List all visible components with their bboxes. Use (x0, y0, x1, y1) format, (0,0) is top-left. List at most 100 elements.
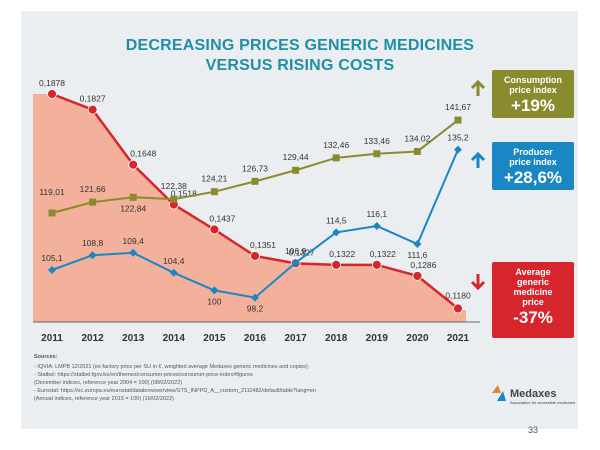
medaxes-logo-tagline: Association for accessible medicines (510, 400, 575, 405)
consumption-index-point (48, 209, 56, 217)
arrow-down-icon (470, 274, 486, 291)
x-tick-label: 2012 (81, 333, 104, 344)
generic-price-point (128, 159, 139, 170)
generic-price-label: 0,1437 (209, 214, 235, 224)
consumption-index-point (170, 195, 178, 203)
generic-price-label: 0,1518 (171, 189, 197, 199)
sources-heading: Sources: (34, 354, 58, 360)
producer-index-label: 100 (207, 296, 221, 306)
medaxes-logo-icon (492, 385, 501, 393)
consumption-index-label: 126,73 (242, 163, 268, 173)
consumption-index-label: 133,46 (364, 136, 390, 146)
producer-index-label: 109,4 (123, 236, 145, 246)
consumption-callout-title: price index (509, 85, 557, 95)
consumption-index-label: 132,46 (323, 140, 349, 150)
producer-index-point (372, 222, 381, 230)
medaxes-logo-name: Medaxes (510, 388, 556, 400)
generic-price-point (47, 89, 57, 99)
consumption-index-point (373, 150, 381, 158)
generic-price-point (412, 271, 423, 281)
x-tick-label: 2011 (41, 333, 63, 344)
generic-price-label: 0,1327 (289, 247, 315, 257)
generic-price-label: 0,1322 (370, 249, 396, 259)
generic-price-point (209, 224, 220, 235)
x-tick-label: 2015 (203, 333, 226, 344)
generic-price-label: 0,1180 (445, 290, 471, 300)
producer-index-point (88, 251, 97, 260)
consumption-index-point (413, 147, 421, 155)
arrow-up-icon (470, 79, 486, 96)
producer-index-point (332, 228, 341, 237)
producer-index-point (129, 248, 138, 257)
generic-callout-title: generic (517, 277, 549, 287)
generic-price-label: 0,1827 (80, 94, 106, 104)
page-number: 33 (528, 425, 539, 435)
consumption-index-point (210, 188, 218, 196)
consumption-index-point (251, 177, 259, 185)
x-tick-label: 2019 (366, 333, 389, 344)
consumption-index-label: 122,84 (120, 203, 146, 213)
producer-index-point (210, 286, 219, 295)
generic-price-label: 0,1648 (130, 149, 156, 159)
generic-callout-title: medicine (513, 287, 552, 297)
generic-price-label: 0,1351 (250, 240, 276, 250)
consumption-index-point (89, 198, 97, 206)
generic-callout-value: -37% (513, 308, 553, 327)
producer-index-point (413, 240, 422, 248)
consumption-index-point (454, 116, 462, 124)
consumption-index-point (332, 154, 340, 162)
producer-callout-title: Producer (513, 147, 553, 157)
producer-callout-title: price index (509, 157, 557, 167)
generic-price-point (453, 303, 463, 314)
x-tick-label: 2014 (163, 333, 186, 344)
generic-callout-title: price (522, 297, 544, 307)
generic-price-point (331, 259, 342, 270)
producer-index-label: 104,4 (163, 256, 185, 266)
consumption-index-label: 121,66 (80, 184, 106, 194)
x-tick-label: 2017 (284, 333, 307, 344)
consumption-callout-title: Consumption (504, 75, 562, 85)
producer-index-label: 111,6 (407, 250, 427, 260)
consumption-callout-box (492, 70, 574, 118)
sources-line: (Annual indices, reference year 2015 = 1… (34, 396, 174, 402)
medaxes-logo-icon (497, 391, 506, 401)
generic-price-label: 0,1322 (329, 249, 355, 259)
producer-index-label: 135,2 (447, 133, 469, 143)
producer-index-point (291, 258, 300, 267)
arrow-up-icon (470, 151, 486, 168)
producer-index-label: 106,9 (285, 246, 307, 256)
generic-price-area (33, 94, 466, 322)
sources-line: - Statbel: https://statbel.fgov.be/en/th… (34, 372, 253, 378)
producer-callout-value: +28,6% (504, 168, 562, 187)
consumption-index-point (292, 166, 300, 174)
consumption-index-label: 141,67 (445, 102, 471, 112)
producer-index-label: 114,5 (326, 215, 347, 225)
producer-index-label: 108,8 (82, 238, 104, 248)
sources-line: (December indices, reference year 2004 =… (34, 380, 182, 386)
chart-title-line-2: VERSUS RISING COSTS (206, 57, 395, 74)
producer-index-label: 98,2 (247, 304, 264, 314)
consumption-index-label: 122,38 (161, 181, 187, 191)
generic-price-label: 0,1878 (39, 78, 65, 88)
x-tick-label: 2018 (325, 333, 348, 344)
x-tick-label: 2016 (244, 333, 267, 344)
producer-index-label: 116,1 (366, 209, 387, 219)
generic-price-point (371, 259, 382, 270)
consumption-index-label: 129,44 (283, 152, 309, 162)
generic-callout-title: Average (515, 267, 550, 277)
sources-line: - IQVIA: LMPB 12/2021 (ex-factory price … (34, 364, 310, 370)
generic-price-point (87, 104, 98, 115)
producer-index-point (454, 145, 462, 154)
producer-index-label: 105,1 (41, 253, 63, 263)
sources-line: - Eurostat: https://ec.europa.eu/eurosta… (34, 388, 316, 394)
generic-price-point (250, 251, 260, 261)
x-tick-label: 2021 (447, 333, 470, 344)
consumption-index-label: 124,21 (201, 174, 227, 184)
x-tick-label: 2013 (122, 333, 145, 344)
generic-price-label: 0,1286 (410, 260, 436, 270)
consumption-callout-value: +19% (511, 96, 555, 115)
consumption-index-label: 134,02 (404, 133, 430, 143)
generic-callout-box (492, 262, 574, 338)
consumption-index-point (129, 193, 137, 201)
